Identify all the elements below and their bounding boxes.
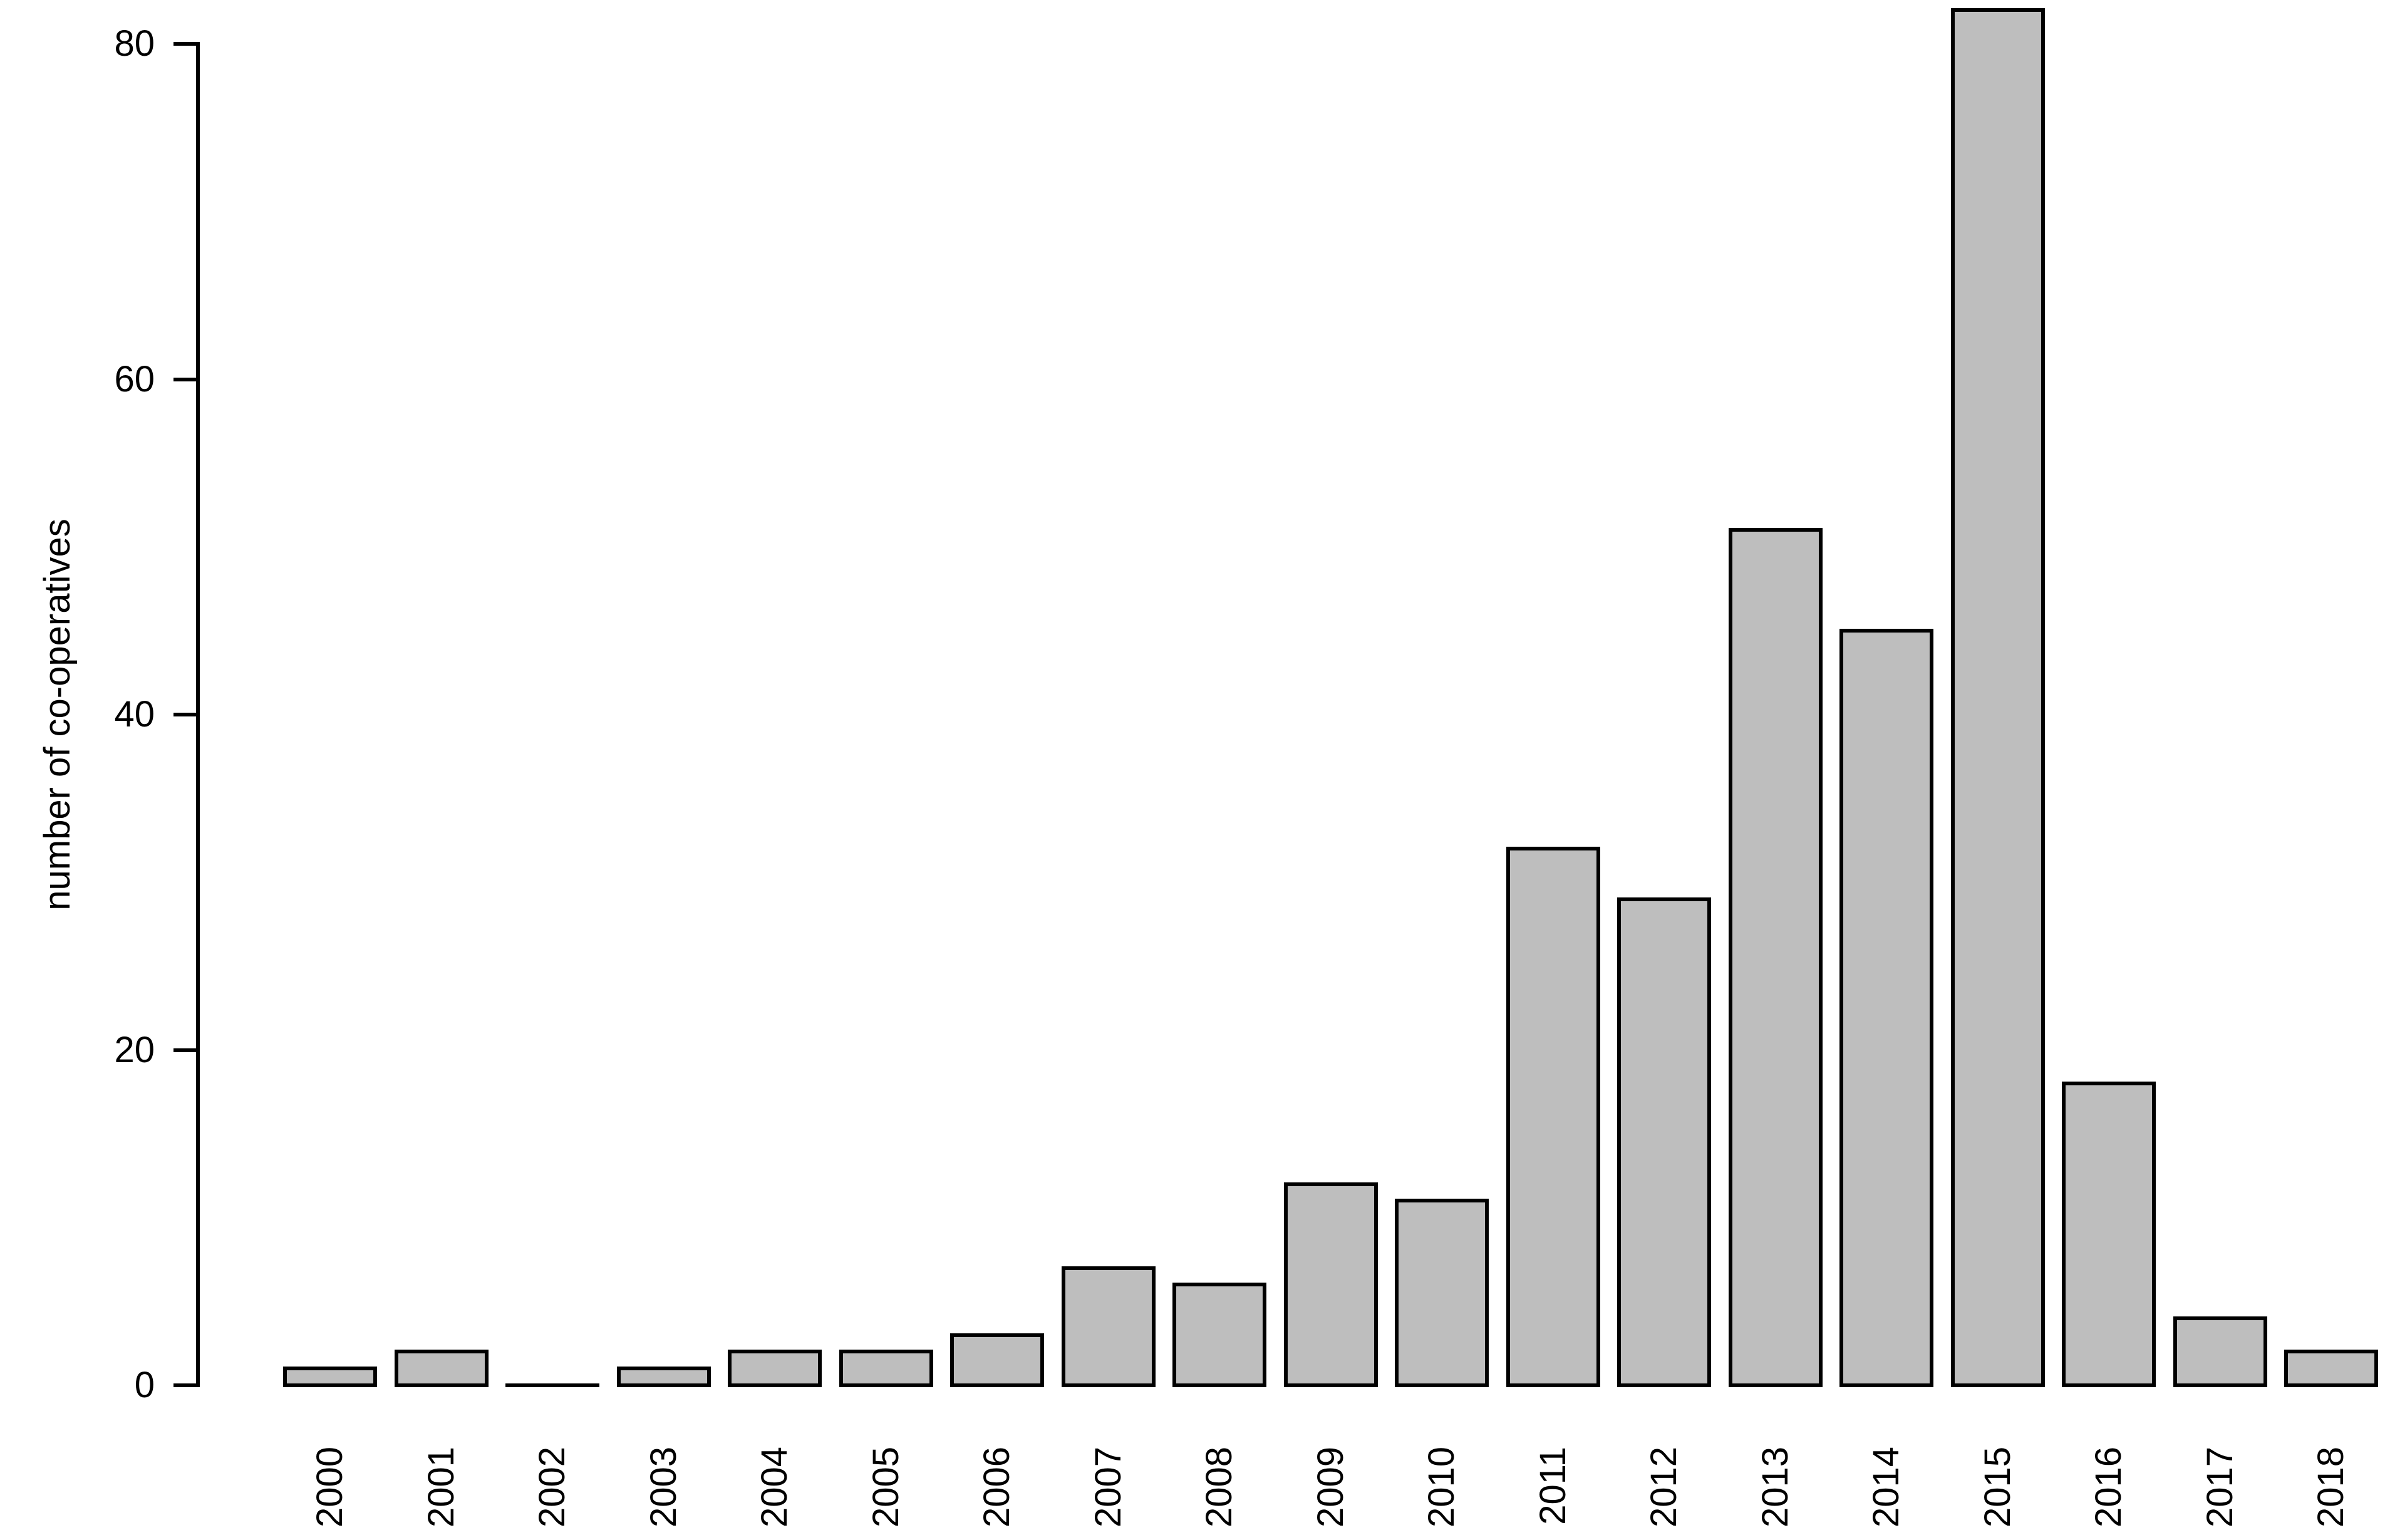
bar-2005	[839, 1350, 933, 1387]
x-tick-label-2008: 2008	[1199, 1447, 1239, 1528]
bar-2018	[2284, 1350, 2378, 1387]
y-tick-label-20: 20	[114, 1029, 155, 1070]
x-tick-label-2005: 2005	[866, 1447, 906, 1528]
bar-2011	[1506, 847, 1600, 1387]
y-tick-mark-20	[173, 1048, 196, 1052]
x-tick-label-2010: 2010	[1421, 1447, 1462, 1528]
y-tick-label-0: 0	[134, 1365, 155, 1405]
x-tick-label-2001: 2001	[421, 1447, 462, 1528]
bar-2004	[728, 1350, 822, 1387]
bar-2012	[1617, 897, 1711, 1387]
x-tick-label-2002: 2002	[532, 1447, 572, 1528]
x-tick-label-2017: 2017	[2200, 1447, 2240, 1528]
x-tick-label-2004: 2004	[754, 1447, 795, 1528]
y-tick-mark-0	[173, 1383, 196, 1387]
x-tick-label-2016: 2016	[2088, 1447, 2129, 1528]
bar-2006	[950, 1333, 1044, 1387]
bar-2013	[1729, 528, 1823, 1387]
bar-2015	[1951, 8, 2045, 1387]
y-tick-label-60: 60	[114, 358, 155, 400]
bar-2010	[1395, 1199, 1489, 1387]
x-tick-label-2006: 2006	[976, 1447, 1017, 1528]
x-tick-label-2012: 2012	[1643, 1447, 1684, 1528]
y-tick-mark-80	[173, 42, 196, 46]
y-tick-label-80: 80	[114, 23, 155, 64]
bar-2017	[2173, 1316, 2267, 1387]
x-tick-label-2014: 2014	[1866, 1447, 1906, 1528]
y-axis-line	[196, 42, 200, 1387]
bar-2007	[1062, 1266, 1156, 1387]
bar-2016	[2062, 1082, 2156, 1387]
x-tick-label-2007: 2007	[1088, 1447, 1129, 1528]
y-tick-mark-40	[173, 713, 196, 716]
x-tick-label-2000: 2000	[309, 1447, 350, 1528]
x-tick-label-2013: 2013	[1755, 1447, 1796, 1528]
y-tick-mark-60	[173, 377, 196, 381]
x-tick-label-2011: 2011	[1533, 1447, 1573, 1525]
bar-2003	[617, 1367, 711, 1387]
x-tick-label-2015: 2015	[1977, 1447, 2018, 1528]
y-tick-label-40: 40	[114, 694, 155, 735]
bar-2000	[283, 1367, 377, 1387]
bar-2009	[1284, 1182, 1378, 1387]
x-tick-label-2018: 2018	[2310, 1447, 2351, 1528]
x-tick-label-2009: 2009	[1310, 1447, 1351, 1528]
bar-2002	[505, 1383, 599, 1387]
bar-2008	[1172, 1283, 1266, 1387]
bar-2001	[395, 1350, 489, 1387]
x-tick-label-2003: 2003	[643, 1447, 684, 1528]
bar-2014	[1839, 629, 1933, 1387]
